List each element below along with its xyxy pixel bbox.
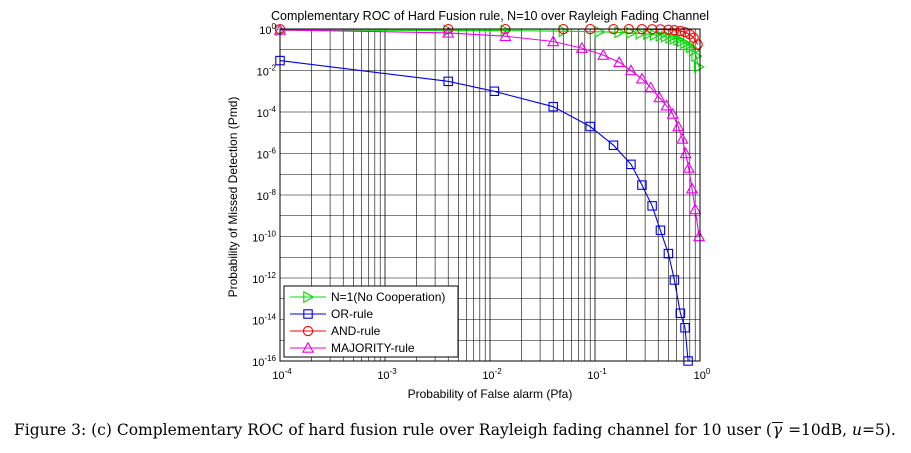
figure-caption: Figure 3: (c) Complementary ROC of hard … <box>14 421 909 439</box>
y-axis-label: Probability of Missed Detection (Pmd) <box>226 97 240 298</box>
caption-u-variable: u <box>851 421 862 439</box>
legend-marker <box>302 325 314 337</box>
data-point <box>675 25 686 37</box>
y-tick-label: 10-10 <box>252 230 276 245</box>
data-point <box>548 101 558 112</box>
legend-item: OR-rule <box>290 307 373 321</box>
legend-item: MAJORITY-rule <box>290 341 415 355</box>
data-point <box>666 107 679 119</box>
series-square <box>275 55 693 366</box>
roc-chart: 10-4 10-3 10-2 10-1 100 10010-210-410-610-81… <box>226 9 711 401</box>
x-tick-label: 10-2 <box>482 367 502 382</box>
legend-marker <box>303 290 315 304</box>
x-tick-label: 100 <box>694 367 711 382</box>
data-point <box>626 159 636 170</box>
y-tick-label: 10-4 <box>257 105 277 120</box>
x-tick-labels: 10-4 10-3 10-2 10-1 100 <box>272 367 711 382</box>
caption-mid: =10dB, <box>783 421 852 439</box>
y-tick-labels: 100 10-2 10-4 10-6 10-8 10-10 10-12 10-14 10-16 <box>252 22 276 369</box>
legend-label: OR-rule <box>331 307 373 321</box>
data-point <box>575 41 589 53</box>
data-point <box>637 180 647 190</box>
data-point <box>682 161 695 173</box>
gamma-symbol: γ <box>771 421 784 439</box>
data-point <box>614 26 626 39</box>
legend-item: AND-rule <box>290 324 381 338</box>
data-point <box>644 81 657 93</box>
legend-box <box>283 285 459 358</box>
x-tick-label: 10-4 <box>272 367 292 382</box>
data-point <box>489 86 500 97</box>
data-point <box>608 140 619 150</box>
data-point <box>663 248 674 259</box>
data-point <box>635 27 647 40</box>
data-point <box>676 132 689 144</box>
data-point <box>689 203 702 215</box>
series-line <box>279 29 700 237</box>
data-point <box>597 48 610 60</box>
y-tick-label: 10-12 <box>252 271 276 286</box>
data-point <box>673 33 685 46</box>
data-point <box>655 225 666 236</box>
y-tick-label: 10-8 <box>257 188 277 203</box>
data-point <box>691 49 703 63</box>
chart-title: Complementary ROC of Hard Fusion rule, N… <box>271 9 709 23</box>
data-point <box>635 72 649 84</box>
data-point <box>679 147 692 159</box>
data-point <box>613 55 626 67</box>
data-point <box>680 323 690 333</box>
y-tick-label: 10-14 <box>252 313 276 328</box>
series-triangle-up <box>273 23 706 242</box>
data-point <box>442 26 455 38</box>
x-tick-label: 10-3 <box>377 367 397 382</box>
legend-marker <box>301 341 315 353</box>
data-point <box>499 29 512 41</box>
data-point <box>669 25 680 36</box>
x-axis-label: Probability of False alarm (Pfa) <box>408 387 573 401</box>
data-point <box>663 24 674 35</box>
y-tick-label: 10-16 <box>252 354 276 369</box>
data-point <box>684 29 695 40</box>
data-point <box>675 308 686 319</box>
data-point <box>672 120 685 132</box>
data-point <box>647 201 657 211</box>
data-point <box>443 76 453 87</box>
data-point <box>669 275 680 285</box>
data-point <box>547 35 560 47</box>
legend: N=1(No Cooperation) OR-rule AND-rule MAJORI… <box>283 285 459 358</box>
data-point <box>669 32 681 45</box>
legend-marker <box>303 309 313 319</box>
data-point <box>685 182 699 194</box>
data-point <box>649 28 661 42</box>
legend-label: AND-rule <box>331 324 381 338</box>
data-point <box>693 60 705 73</box>
series-line <box>279 60 689 362</box>
data-point <box>683 38 695 52</box>
y-tick-label: 10-2 <box>257 64 277 79</box>
plot-area-frame <box>279 28 701 362</box>
caption-suffix: =5). <box>861 421 896 439</box>
caption-prefix: Figure 3: (c) Complementary ROC of hard … <box>14 421 772 439</box>
y-tick-label: 10-6 <box>257 147 277 162</box>
legend-label: N=1(No Cooperation) <box>331 290 445 304</box>
y-tick-label: 100 <box>259 22 276 37</box>
data-point <box>692 39 703 50</box>
data-point <box>660 99 673 111</box>
data-point <box>653 91 666 103</box>
data-point <box>624 64 638 76</box>
x-tick-label: 10-1 <box>587 367 607 382</box>
data-point <box>679 27 691 38</box>
data-point <box>692 230 706 242</box>
legend-item: N=1(No Cooperation) <box>290 290 445 304</box>
data-point <box>585 121 595 132</box>
legend-label: MAJORITY-rule <box>331 341 415 355</box>
